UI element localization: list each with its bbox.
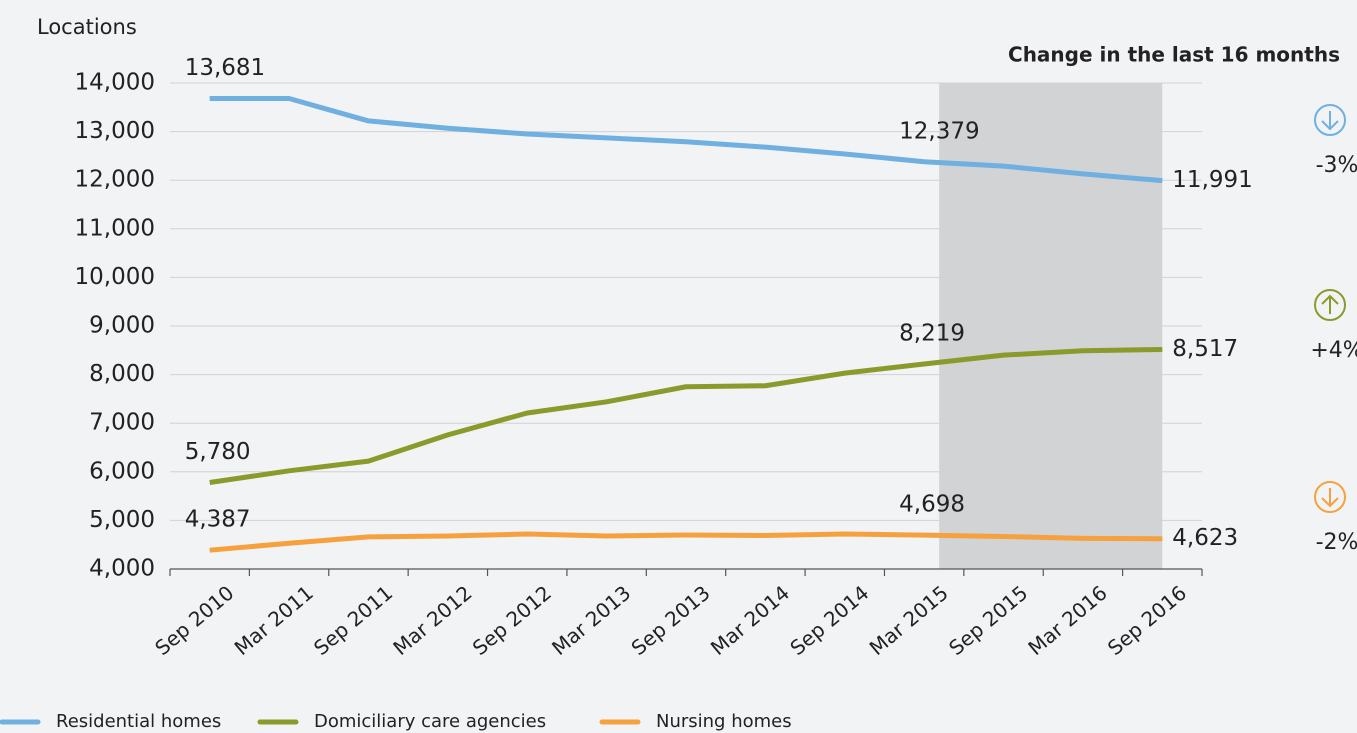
y-tick-label: 5,000 [89, 507, 155, 533]
data-label: 13,681 [185, 55, 265, 81]
data-label: 4,387 [185, 507, 251, 533]
y-axis-label: Locations [37, 15, 137, 39]
legend-label: Nursing homes [656, 711, 792, 732]
data-label: 12,379 [899, 118, 979, 144]
annotation: Change in the last 16 months [1008, 43, 1340, 67]
y-tick-label: 11,000 [75, 215, 155, 241]
change-icon [1314, 289, 1346, 321]
data-label: 8,219 [899, 320, 965, 346]
change-value: +4% [1310, 338, 1357, 363]
series-line [209, 96, 1163, 184]
y-tick-label: 9,000 [89, 313, 155, 339]
legend-label: Residential homes [56, 711, 221, 732]
data-label: 11,991 [1172, 167, 1252, 193]
change-icon [1314, 104, 1346, 136]
y-tick-label: 6,000 [89, 458, 155, 484]
change-arrow [1321, 111, 1339, 131]
data-label: 4,623 [1172, 525, 1238, 551]
change-icon [1314, 481, 1346, 513]
change-value: -3% [1316, 153, 1357, 178]
y-tick-label: 8,000 [89, 361, 155, 387]
change-value: -2% [1316, 530, 1357, 555]
y-tick-label: 10,000 [75, 264, 155, 290]
legend-label: Domiciliary care agencies [314, 711, 546, 732]
series-line [209, 346, 1163, 485]
data-label: 8,517 [1172, 336, 1238, 362]
y-tick-label: 14,000 [75, 70, 155, 96]
y-tick-label: 4,000 [89, 556, 155, 582]
change-arrow [1321, 294, 1339, 314]
change-arrow [1321, 488, 1339, 508]
y-tick-label: 7,000 [89, 410, 155, 436]
data-label: 5,780 [185, 439, 251, 465]
data-label: 4,698 [899, 492, 965, 518]
series-line [209, 531, 1163, 553]
y-tick-label: 12,000 [75, 167, 155, 193]
y-tick-label: 13,000 [75, 118, 155, 144]
